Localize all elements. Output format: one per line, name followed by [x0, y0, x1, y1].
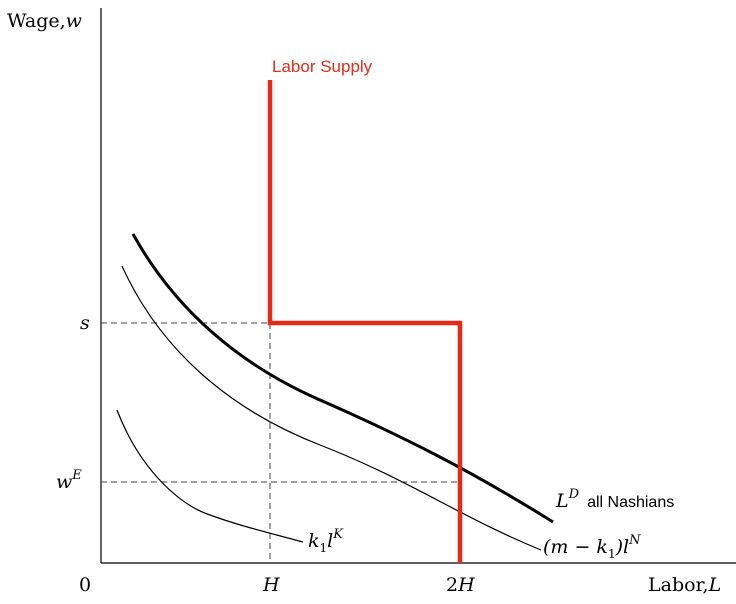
tick-label-H: H	[262, 574, 280, 596]
y-axis-label: Wage,w	[7, 10, 82, 32]
curve-k-label: k1lK	[308, 527, 344, 555]
labor-supply-curve	[267, 80, 463, 563]
tick-label-s: s	[80, 312, 90, 334]
demand-label: LD all Nashians	[555, 487, 674, 512]
curve-LD-all-nashians	[131, 233, 554, 524]
curve-k1-lK	[116, 409, 304, 543]
curve-m-k1-lN	[121, 265, 542, 551]
labor-supply-label: Labor Supply	[272, 57, 373, 76]
tick-label-2H: 2H	[446, 574, 475, 596]
origin-label: 0	[79, 574, 91, 596]
tick-label-wE: wE	[56, 468, 82, 493]
x-axis-label: Labor,L	[648, 574, 721, 596]
curve-mk-label: (m − k1)lN	[543, 533, 641, 561]
